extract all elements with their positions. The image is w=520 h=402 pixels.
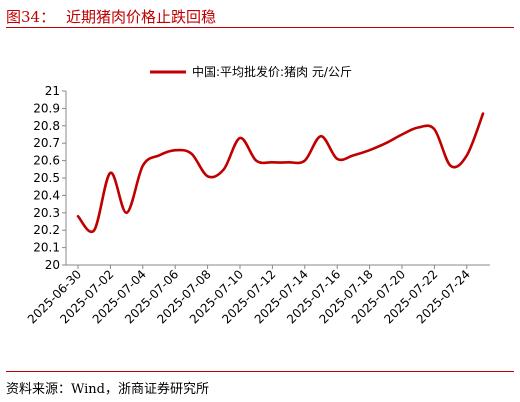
legend: 中国:平均批发价:猪肉 元/公斤 (150, 64, 352, 79)
y-tick-label: 20.3 (33, 206, 60, 220)
x-axis-ticks: 2025-06-302025-07-022025-07-042025-07-06… (25, 265, 473, 326)
y-tick-label: 20.1 (33, 241, 60, 255)
y-tick-label: 20.2 (33, 223, 60, 237)
header-rule (6, 27, 514, 28)
y-tick-label: 20 (45, 258, 60, 272)
y-tick-label: 20.9 (33, 101, 60, 115)
source-note: 资料来源：Wind，浙商证券研究所 (6, 382, 209, 397)
y-tick-label: 21 (45, 84, 60, 98)
y-tick-label: 20.8 (33, 119, 60, 133)
footer-rule (6, 371, 514, 372)
line-chart: 中国:平均批发价:猪肉 元/公斤 2020.120.220.320.420.52… (25, 64, 490, 326)
figure-label: 图34： (6, 8, 56, 26)
y-axis-ticks: 20 20.1 20.2 20.3 20.4 20.5 20.6 20.7 20.8 20.9 21 (33, 84, 66, 272)
figure-header: 图34： 近期猪肉价格止跌回稳 (6, 4, 514, 28)
y-tick-label: 20.7 (33, 136, 60, 150)
y-tick-label: 20.5 (33, 171, 60, 185)
y-tick-label: 20.4 (33, 188, 60, 202)
series-line (76, 112, 485, 234)
legend-label: 中国:平均批发价:猪肉 元/公斤 (192, 64, 352, 79)
y-tick-label: 20.6 (33, 154, 60, 168)
figure-title: 近期猪肉价格止跌回稳 (66, 8, 217, 26)
